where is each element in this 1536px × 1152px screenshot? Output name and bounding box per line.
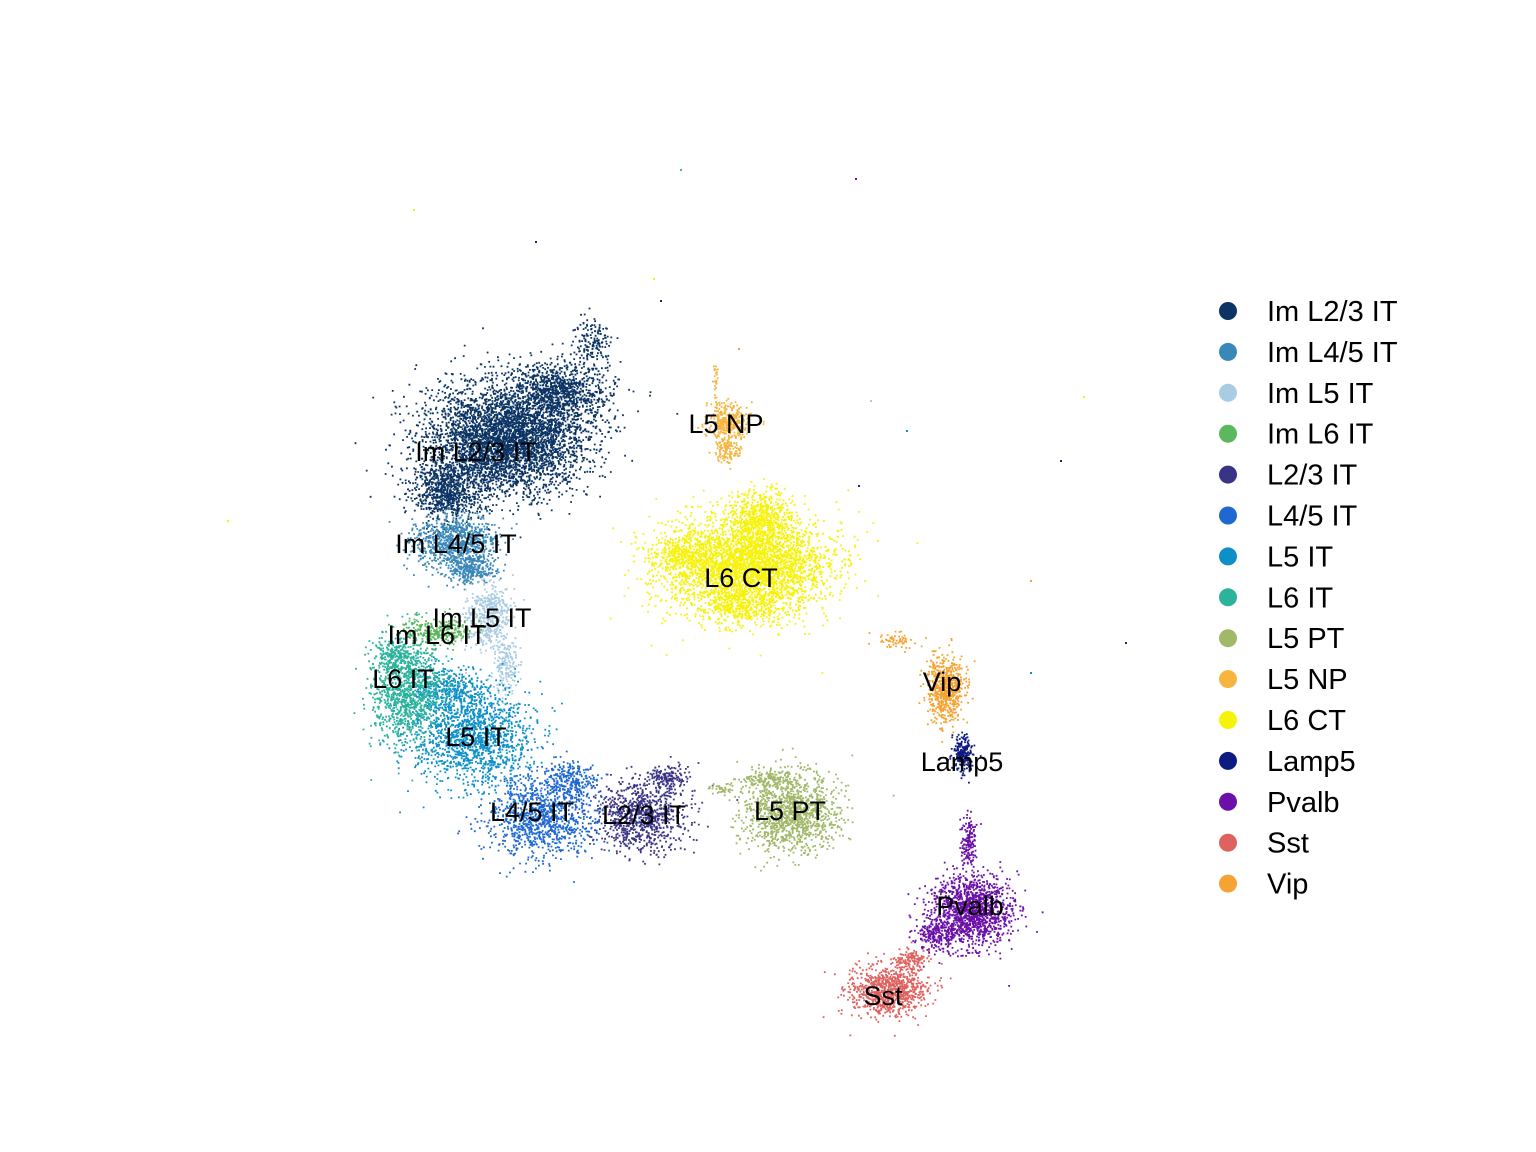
cluster-label: L5 NP xyxy=(688,409,763,439)
legend-label: Im L2/3 IT xyxy=(1267,296,1398,328)
cluster-label: Im L6 IT xyxy=(387,620,486,650)
legend-label: L5 PT xyxy=(1267,623,1345,655)
legend-label: Im L6 IT xyxy=(1267,419,1374,451)
series-point-cloud xyxy=(354,307,679,561)
outlier-point xyxy=(870,400,872,402)
series-point-cloud xyxy=(707,747,895,872)
legend-swatch xyxy=(1219,833,1237,852)
legend-label: L5 NP xyxy=(1267,664,1348,696)
cluster-label: Pvalb xyxy=(936,891,1004,921)
cluster-label: Lamp5 xyxy=(921,747,1004,777)
series-point-cloud xyxy=(947,731,982,784)
series-points-7 xyxy=(353,611,465,782)
outlier-point xyxy=(1030,580,1032,582)
legend: Im L2/3 IT Im L4/5 IT Im L5 IT Im L6 IT L2/3… xyxy=(1219,296,1398,901)
legend-swatch xyxy=(1219,547,1237,566)
legend-label: Vip xyxy=(1267,869,1308,901)
series-points-11 xyxy=(947,731,982,784)
legend-swatch xyxy=(1219,588,1237,607)
series-points-0 xyxy=(354,307,679,561)
outlier-point xyxy=(1125,642,1127,644)
series-points-9 xyxy=(697,365,765,470)
legend-swatch xyxy=(1219,670,1237,689)
series-points-13 xyxy=(822,941,952,1037)
outlier-point xyxy=(1060,460,1062,462)
outlier-point xyxy=(660,300,662,302)
outlier-point xyxy=(858,485,860,487)
legend-label: Lamp5 xyxy=(1267,746,1356,778)
outlier-point xyxy=(1030,672,1032,674)
legend-label: Im L4/5 IT xyxy=(1267,337,1398,369)
series-points-12 xyxy=(907,809,1044,987)
legend-swatch xyxy=(1219,751,1237,770)
series-point-cloud xyxy=(353,611,465,782)
outlier-point xyxy=(1083,396,1085,398)
legend-swatch xyxy=(1219,711,1237,729)
series-points-1 xyxy=(388,506,518,591)
series-points-4 xyxy=(577,756,739,866)
outlier-point xyxy=(855,178,857,180)
cluster-label: Im L2/3 IT xyxy=(415,437,537,467)
legend-label: L4/5 IT xyxy=(1267,501,1358,533)
series-points-2 xyxy=(460,566,526,704)
cluster-label: Im L5 IT xyxy=(432,603,531,633)
legend-swatch xyxy=(1219,424,1237,443)
cluster-label: L5 IT xyxy=(445,722,507,752)
series-point-cloud xyxy=(388,608,485,655)
outlier-point xyxy=(738,348,740,350)
outlier-point xyxy=(227,520,229,522)
legend-label: L6 CT xyxy=(1267,705,1346,737)
series-points-14 xyxy=(868,630,976,743)
series-points-8 xyxy=(707,747,895,872)
cluster-label: L6 IT xyxy=(372,664,434,694)
series-points-3 xyxy=(388,608,485,655)
cluster-label: L6 CT xyxy=(704,563,778,593)
series-point-cloud xyxy=(377,656,571,840)
legend-swatch xyxy=(1219,465,1237,484)
legend-label: L2/3 IT xyxy=(1267,460,1358,492)
series-points-6 xyxy=(377,656,571,840)
legend-swatch xyxy=(1219,506,1237,525)
legend-label: L6 IT xyxy=(1267,582,1333,614)
series-point-cloud xyxy=(868,630,976,743)
outlier-point xyxy=(535,241,537,243)
legend-label: Pvalb xyxy=(1267,787,1340,819)
legend-swatch xyxy=(1219,302,1237,320)
outlier-point xyxy=(906,430,908,432)
cluster-label: Vip xyxy=(923,667,962,697)
legend-label: Sst xyxy=(1267,828,1309,860)
series-point-cloud xyxy=(388,506,518,591)
scatter-points xyxy=(227,169,1127,1037)
cluster-label: Sst xyxy=(863,981,903,1011)
series-point-cloud xyxy=(697,365,765,470)
cluster-label: L5 PT xyxy=(754,796,826,826)
legend-swatch xyxy=(1219,629,1237,648)
series-point-cloud xyxy=(609,478,919,674)
series-point-cloud xyxy=(460,566,526,704)
series-points-10 xyxy=(609,478,919,674)
cluster-label: Im L4/5 IT xyxy=(395,529,517,559)
series-point-cloud xyxy=(822,941,952,1037)
outlier-point xyxy=(680,169,682,171)
cluster-label: L4/5 IT xyxy=(490,797,574,827)
legend-swatch xyxy=(1219,874,1237,893)
legend-swatch xyxy=(1219,383,1237,402)
cluster-label: L2/3 IT xyxy=(602,800,686,830)
outlier-point xyxy=(653,278,655,280)
legend-label: L5 IT xyxy=(1267,541,1333,573)
legend-swatch xyxy=(1219,342,1237,361)
legend-swatch xyxy=(1219,792,1237,811)
series-point-cloud xyxy=(577,756,739,866)
outlier-point xyxy=(413,209,415,211)
series-point-cloud xyxy=(907,809,1044,987)
legend-label: Im L5 IT xyxy=(1267,378,1374,410)
